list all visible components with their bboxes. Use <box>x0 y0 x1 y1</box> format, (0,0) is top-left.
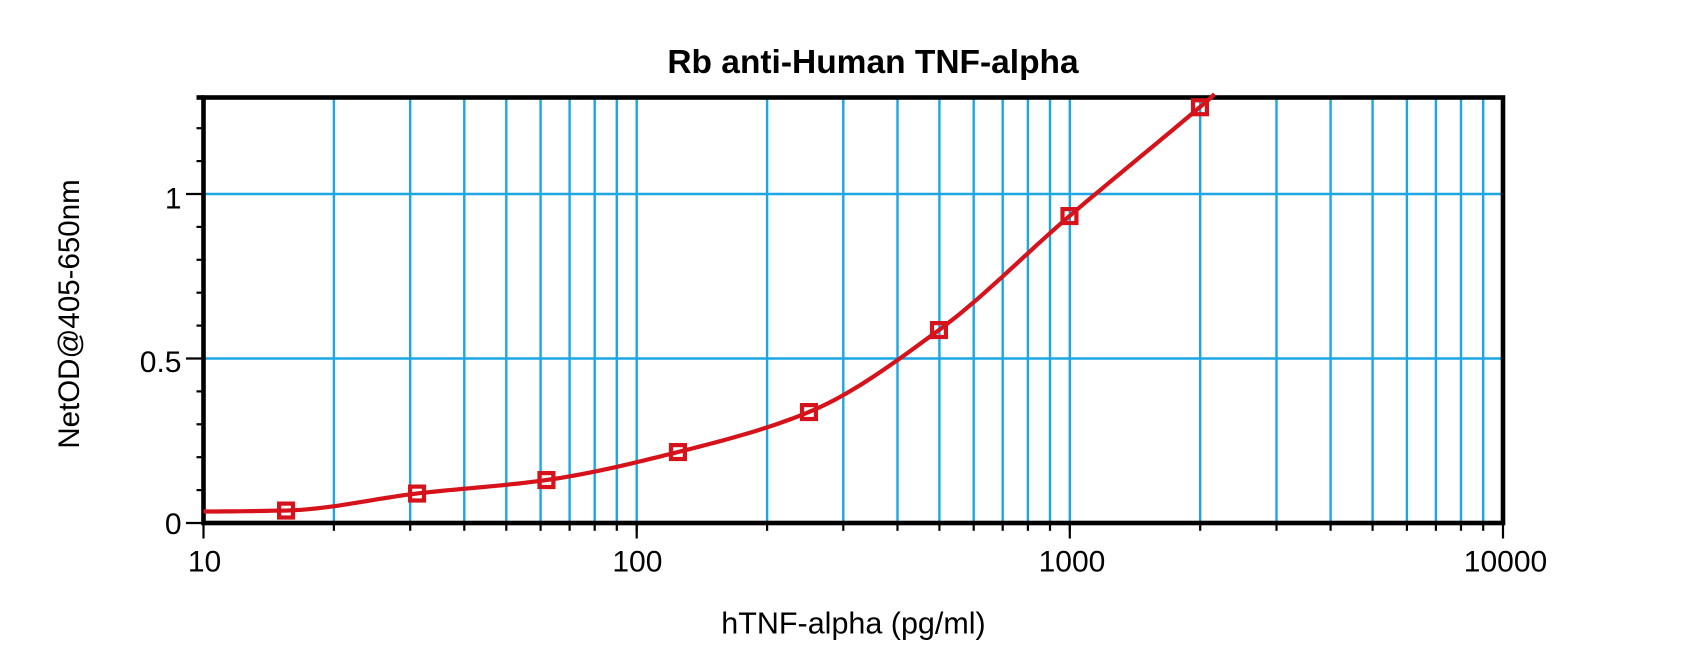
svg-text:Rb anti-Human TNF-alpha: Rb anti-Human TNF-alpha <box>667 44 1079 81</box>
svg-text:NetOD@405-650nm: NetOD@405-650nm <box>53 179 86 448</box>
svg-text:10: 10 <box>188 545 221 578</box>
svg-text:10000: 10000 <box>1464 545 1547 578</box>
svg-text:100: 100 <box>612 545 662 578</box>
svg-text:1000: 1000 <box>1039 545 1106 578</box>
svg-text:0.5: 0.5 <box>140 346 182 379</box>
svg-text:0: 0 <box>165 508 182 541</box>
svg-text:1: 1 <box>165 182 182 215</box>
svg-text:hTNF-alpha (pg/ml): hTNF-alpha (pg/ml) <box>721 607 985 641</box>
